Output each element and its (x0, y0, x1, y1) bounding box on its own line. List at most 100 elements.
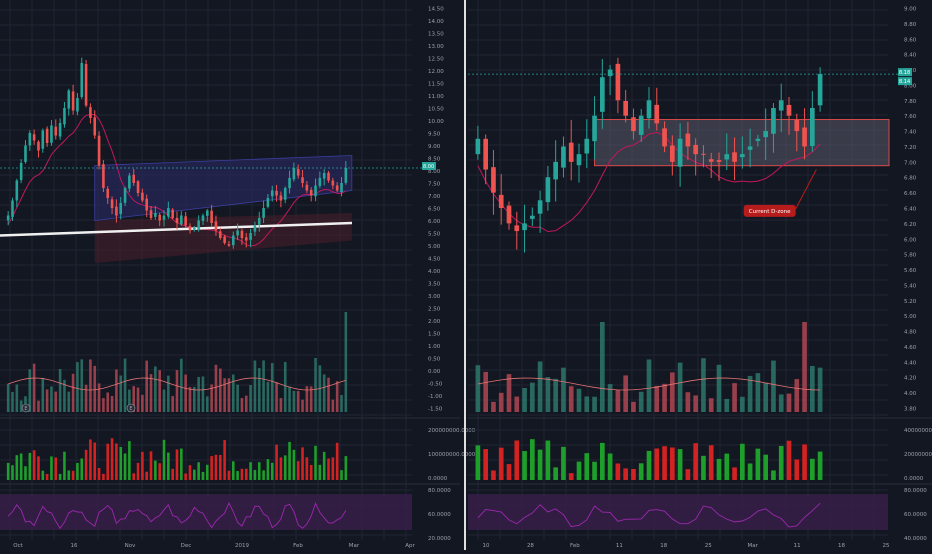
candle-body[interactable] (80, 63, 83, 97)
candle-body[interactable] (538, 200, 543, 213)
candle-body[interactable] (623, 101, 628, 116)
candle-body[interactable] (85, 64, 88, 105)
candle-body[interactable] (662, 128, 667, 146)
candle-body[interactable] (54, 127, 57, 136)
candle-body[interactable] (693, 145, 698, 154)
candle-body[interactable] (709, 159, 714, 162)
candle-body[interactable] (345, 168, 348, 183)
candle-body[interactable] (167, 208, 170, 217)
candle-body[interactable] (29, 133, 32, 146)
candle-body[interactable] (141, 193, 144, 201)
candle-body[interactable] (577, 154, 582, 165)
candle-body[interactable] (128, 176, 131, 189)
candle-body[interactable] (193, 228, 196, 229)
candle-body[interactable] (592, 116, 597, 141)
candle-body[interactable] (258, 218, 261, 225)
candle-body[interactable] (89, 107, 92, 118)
candle-body[interactable] (810, 108, 815, 146)
candle-body[interactable] (670, 145, 675, 161)
candle-body[interactable] (180, 216, 183, 225)
candle-body[interactable] (20, 163, 23, 180)
candle-body[interactable] (319, 178, 322, 186)
candle-body[interactable] (507, 206, 512, 224)
candle-body[interactable] (93, 117, 96, 135)
candle-body[interactable] (569, 143, 574, 162)
candle-body[interactable] (210, 211, 213, 223)
candle-body[interactable] (132, 175, 135, 183)
candle-body[interactable] (499, 195, 504, 208)
candle-body[interactable] (787, 105, 792, 116)
candle-body[interactable] (616, 64, 621, 100)
candle-body[interactable] (137, 181, 140, 193)
candle-body[interactable] (145, 199, 148, 211)
candle-body[interactable] (150, 210, 153, 218)
candle-body[interactable] (254, 226, 257, 232)
candle-body[interactable] (771, 108, 776, 134)
candle-body[interactable] (163, 216, 166, 220)
candle-body[interactable] (553, 162, 558, 180)
candle-body[interactable] (724, 154, 729, 159)
candle-body[interactable] (24, 146, 27, 162)
candle-body[interactable] (7, 216, 10, 221)
candle-body[interactable] (184, 216, 187, 225)
candle-body[interactable] (284, 188, 287, 200)
candle-body[interactable] (241, 231, 244, 238)
candle-body[interactable] (119, 203, 122, 214)
candle-body[interactable] (306, 185, 309, 191)
candle-body[interactable] (639, 116, 644, 135)
candle-body[interactable] (301, 177, 304, 183)
candle-body[interactable] (33, 134, 36, 140)
candle-body[interactable] (678, 139, 683, 167)
candle-body[interactable] (483, 139, 488, 170)
candle-body[interactable] (37, 142, 40, 151)
candle-body[interactable] (262, 208, 265, 218)
candle-body[interactable] (794, 120, 799, 131)
candle-body[interactable] (249, 233, 252, 240)
d-zone-box[interactable] (595, 120, 889, 166)
candle-body[interactable] (189, 226, 192, 230)
candle-body[interactable] (98, 136, 101, 166)
candle-body[interactable] (280, 195, 283, 200)
candle-body[interactable] (202, 216, 205, 221)
candle-body[interactable] (530, 216, 535, 219)
candle-body[interactable] (176, 218, 179, 223)
candle-body[interactable] (50, 126, 53, 143)
candle-body[interactable] (654, 105, 659, 124)
candle-body[interactable] (67, 91, 70, 109)
candle-body[interactable] (310, 190, 313, 196)
candle-body[interactable] (686, 134, 691, 147)
candle-body[interactable] (154, 213, 157, 217)
candle-body[interactable] (124, 188, 127, 203)
candle-body[interactable] (647, 100, 652, 118)
candle-body[interactable] (171, 210, 174, 218)
candle-body[interactable] (16, 181, 19, 201)
candle-body[interactable] (600, 77, 605, 112)
candle-body[interactable] (631, 117, 636, 131)
candle-body[interactable] (522, 223, 527, 230)
candle-body[interactable] (219, 231, 222, 238)
candle-body[interactable] (608, 70, 613, 77)
candle-body[interactable] (332, 181, 335, 186)
candle-body[interactable] (106, 189, 109, 198)
candle-body[interactable] (275, 191, 278, 196)
candle-body[interactable] (701, 154, 706, 155)
candle-body[interactable] (740, 154, 745, 157)
candle-body[interactable] (340, 183, 343, 192)
candle-body[interactable] (514, 225, 519, 231)
candle-body[interactable] (327, 173, 330, 181)
candle-body[interactable] (476, 139, 481, 154)
candle-body[interactable] (197, 221, 200, 230)
candle-body[interactable] (288, 178, 291, 188)
candle-body[interactable] (63, 108, 66, 124)
candle-body[interactable] (748, 146, 753, 149)
candle-body[interactable] (802, 128, 807, 147)
candle-body[interactable] (336, 185, 339, 190)
candle-body[interactable] (206, 211, 209, 216)
candle-body[interactable] (232, 236, 235, 246)
candle-body[interactable] (11, 201, 14, 217)
candle-body[interactable] (76, 98, 79, 111)
candle-body[interactable] (223, 237, 226, 243)
candle-body[interactable] (546, 177, 551, 202)
candle-body[interactable] (314, 186, 317, 197)
candle-body[interactable] (293, 168, 296, 179)
